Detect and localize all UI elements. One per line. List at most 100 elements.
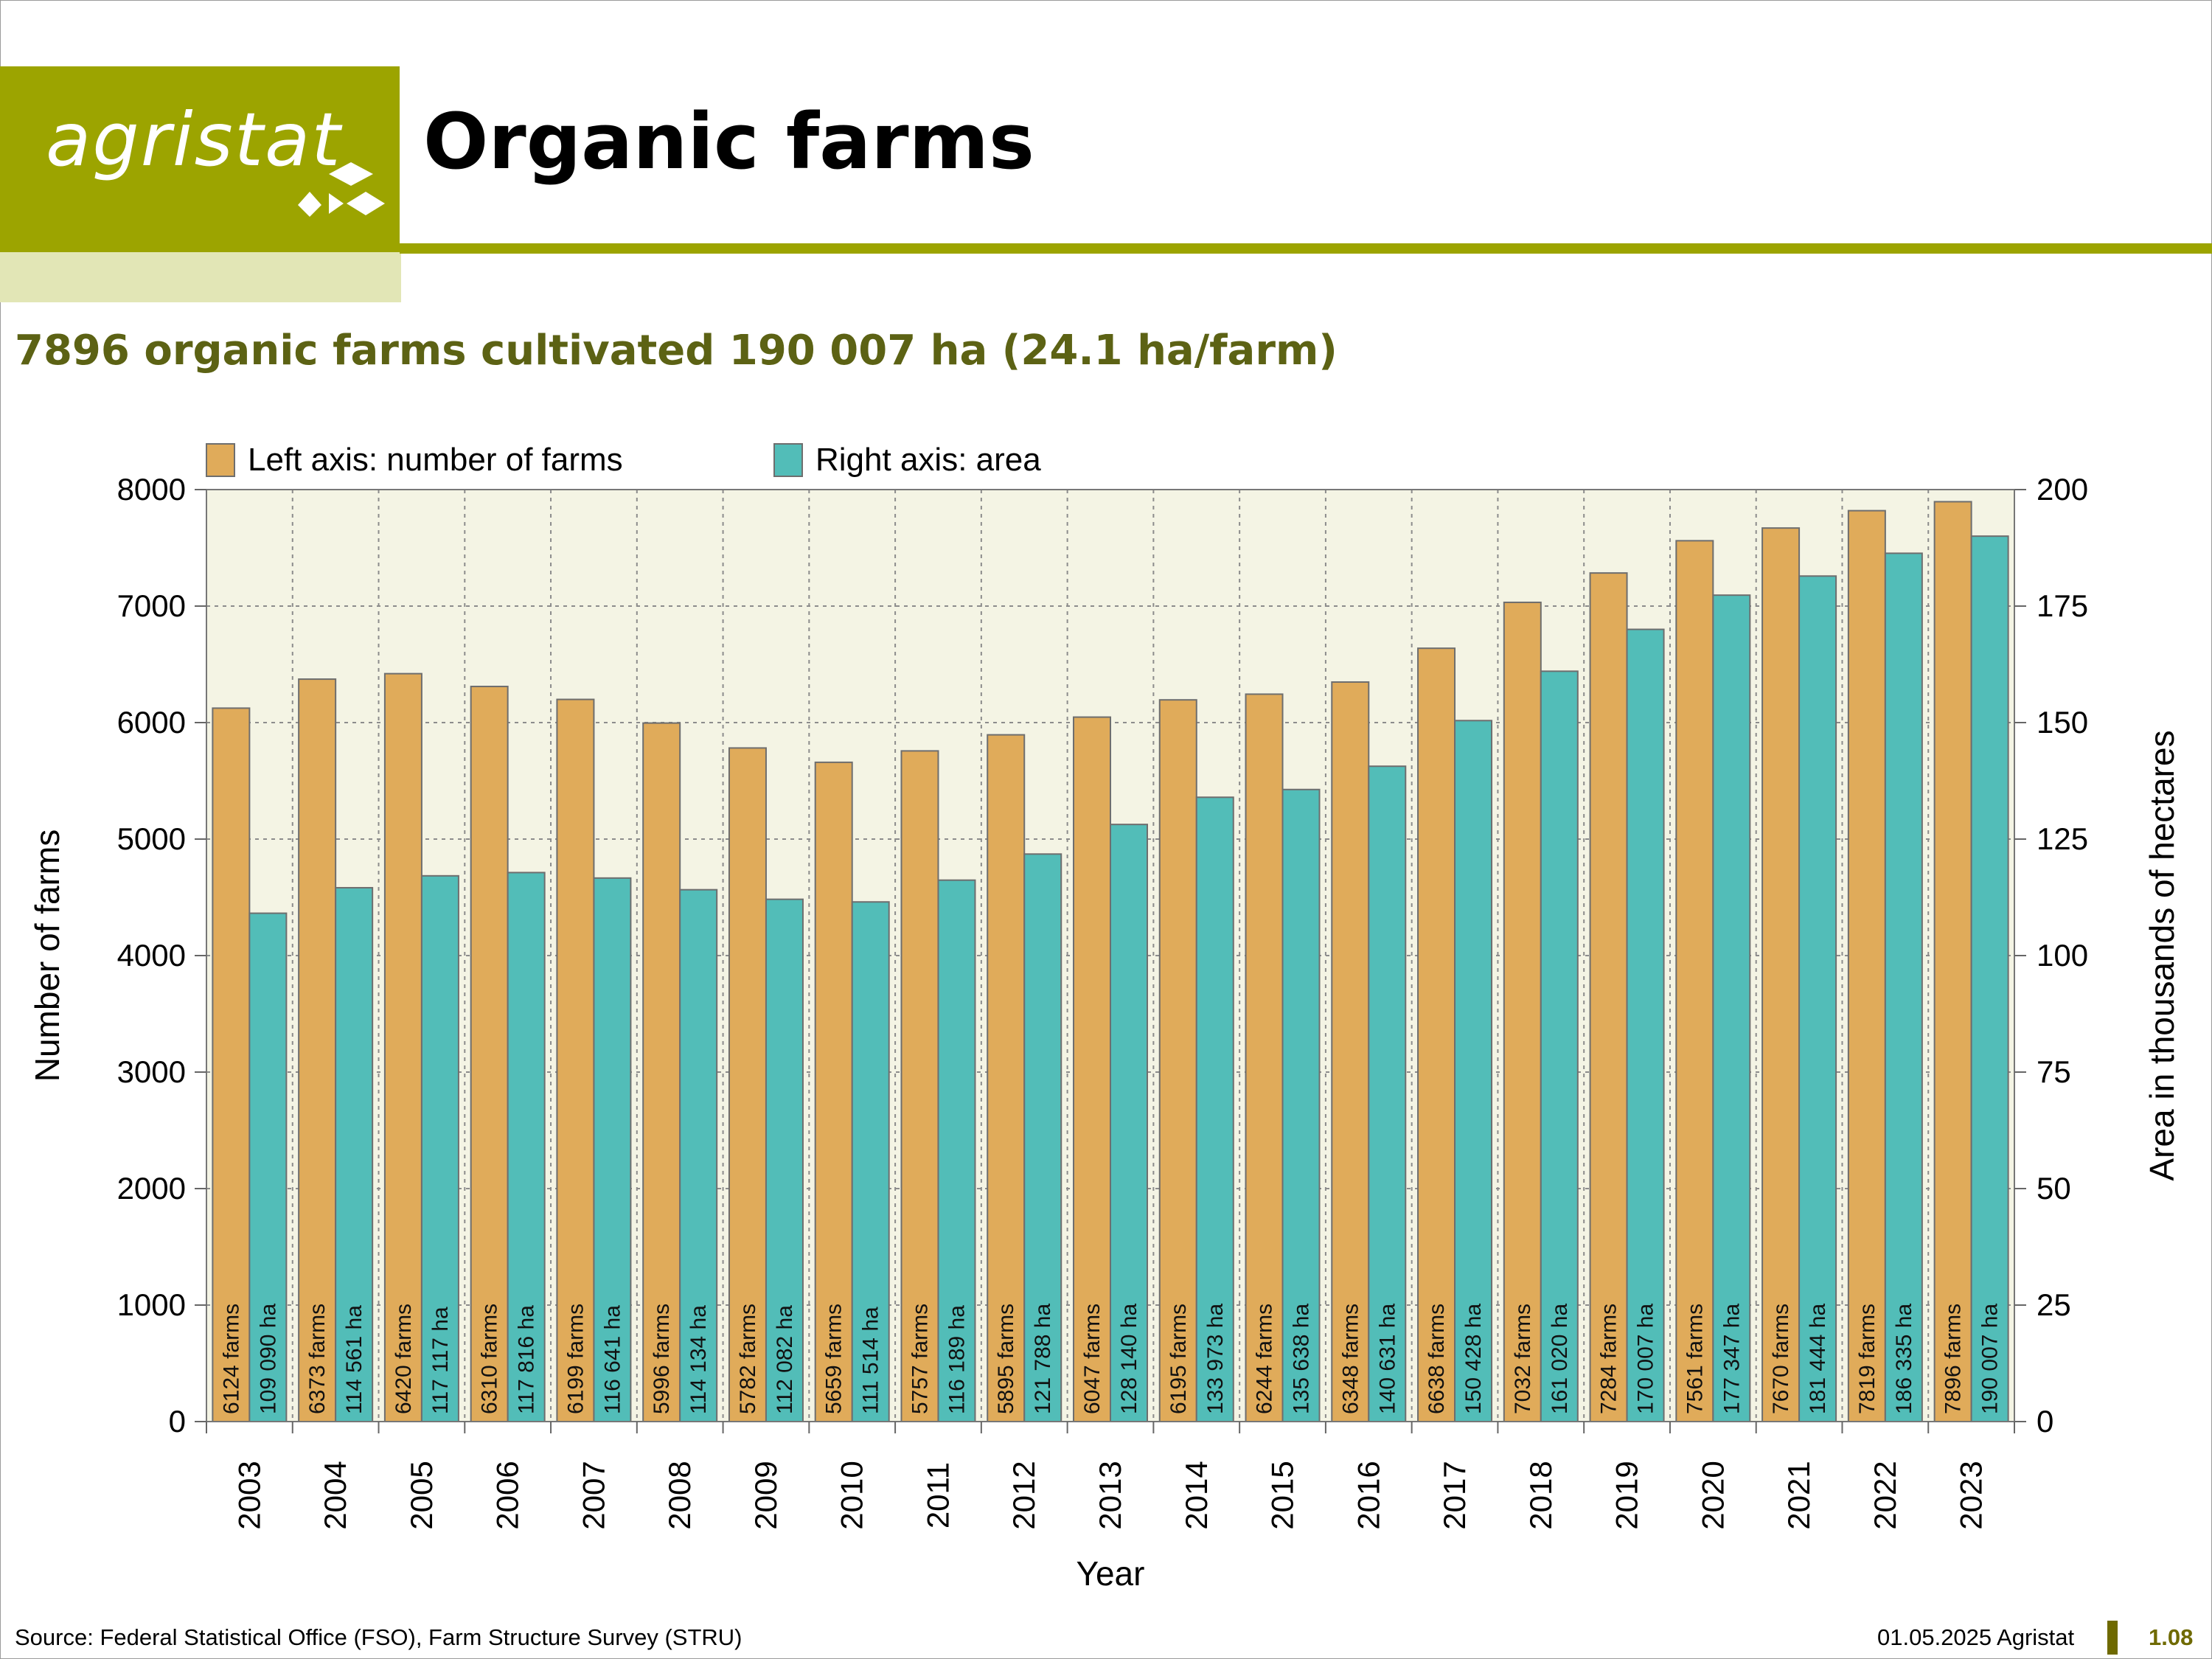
y-axis-label: Number of farms: [28, 830, 66, 1082]
bar-area-2016: [1368, 765, 1407, 1422]
legend-label: Right axis: area: [815, 442, 1041, 478]
data-label-farms-2022: 7819 farms: [1855, 1304, 1879, 1414]
data-label-farms-2012: 5895 farms: [994, 1304, 1018, 1414]
data-label-farms-2004: 6373 farms: [305, 1304, 330, 1414]
data-label-farms-2006: 6310 farms: [478, 1304, 502, 1414]
data-label-farms-2014: 6195 farms: [1166, 1304, 1191, 1414]
bar-farms-2011: [900, 750, 939, 1422]
data-label-farms-2019: 7284 farms: [1597, 1304, 1621, 1414]
bar-area-2009: [765, 898, 804, 1422]
data-label-area-2005: 117 117 ha: [428, 1307, 453, 1414]
data-label-area-2004: 114 561 ha: [342, 1305, 366, 1414]
bar-farms-2020: [1675, 540, 1714, 1422]
y-tick-label: 5000: [117, 821, 186, 856]
bar-area-2023: [1970, 535, 2009, 1422]
data-label-farms-2016: 6348 farms: [1338, 1304, 1363, 1414]
x-tick-label-2016: 2016: [1351, 1461, 1385, 1529]
data-label-area-2013: 128 140 ha: [1117, 1304, 1141, 1414]
data-label-farms-2021: 7670 farms: [1769, 1304, 1793, 1414]
legend-item-farms: Left axis: number of farms: [206, 442, 623, 478]
bars: [212, 501, 2009, 1423]
x-tick-label-2021: 2021: [1781, 1461, 1816, 1529]
x-tick-label-2005: 2005: [404, 1461, 439, 1529]
data-label-area-2011: 116 189 ha: [945, 1305, 969, 1414]
bar-area-2015: [1281, 788, 1321, 1422]
data-label-farms-2018: 7032 farms: [1511, 1304, 1535, 1414]
data-label-farms-2015: 6244 farms: [1253, 1304, 1277, 1414]
data-label-area-2016: 140 631 ha: [1375, 1304, 1399, 1414]
x-tick-label-2004: 2004: [318, 1461, 352, 1529]
data-label-area-2009: 112 082 ha: [773, 1305, 797, 1414]
legend-swatch: [773, 443, 803, 477]
data-label-area-2006: 117 816 ha: [515, 1305, 539, 1414]
data-label-area-2010: 111 514 ha: [859, 1307, 883, 1414]
bar-area-2006: [507, 872, 546, 1422]
data-labels: 6124 farms 109 090 ha 6373 farms 114 561 ha…: [219, 1304, 2002, 1414]
bar-area-2022: [1884, 552, 1923, 1422]
y-tick-label: 4000: [117, 938, 186, 973]
legend-label: Left axis: number of farms: [248, 442, 623, 478]
x-tick-label-2008: 2008: [662, 1461, 697, 1529]
y2-tick-label: 50: [2037, 1171, 2071, 1206]
y2-tick-label: 175: [2037, 588, 2088, 623]
y-tick-label: 8000: [117, 472, 186, 507]
x-axis-label: Year: [1077, 1554, 1145, 1593]
data-label-area-2012: 121 788 ha: [1031, 1304, 1055, 1414]
bar-farms-2012: [987, 734, 1026, 1422]
y2-tick-label: 0: [2037, 1404, 2053, 1439]
page-number: 1.08: [2149, 1624, 2194, 1650]
data-label-area-2022: 186 335 ha: [1892, 1304, 1916, 1414]
x-tick-label-2020: 2020: [1695, 1461, 1730, 1529]
y-tick-label: 2000: [117, 1171, 186, 1206]
y2-tick-label: 75: [2037, 1054, 2071, 1089]
data-label-area-2008: 114 134 ha: [686, 1305, 711, 1414]
x-tick-label-2014: 2014: [1179, 1461, 1214, 1529]
x-tick-label-2009: 2009: [748, 1461, 783, 1529]
data-label-area-2018: 161 020 ha: [1548, 1304, 1572, 1414]
y-tick-label: 3000: [117, 1054, 186, 1089]
chart-title: 7896 organic farms cultivated 190 007 ha…: [15, 327, 1338, 375]
data-label-farms-2003: 6124 farms: [219, 1304, 243, 1414]
bar-farms-2005: [383, 672, 422, 1422]
data-label-area-2020: 177 347 ha: [1719, 1304, 1744, 1414]
x-tick-label-2023: 2023: [1954, 1461, 1989, 1529]
data-label-area-2003: 109 090 ha: [256, 1304, 280, 1414]
y2-tick-label: 150: [2037, 705, 2088, 740]
x-tick-label-2006: 2006: [490, 1461, 525, 1529]
bar-farms-2007: [556, 698, 595, 1422]
data-label-farms-2017: 6638 farms: [1425, 1304, 1449, 1414]
bar-area-2011: [937, 879, 976, 1422]
y2-tick-label: 125: [2037, 821, 2088, 856]
bar-area-2019: [1626, 628, 1665, 1422]
page-title: Organic farms: [423, 97, 1034, 187]
data-label-farms-2007: 6199 farms: [563, 1304, 588, 1414]
data-label-area-2023: 190 007 ha: [1978, 1304, 2003, 1414]
logo-diamonds-icon: [298, 162, 385, 217]
bar-farms-2018: [1503, 601, 1542, 1422]
logo-panel: [0, 66, 400, 252]
bar-area-2003: [248, 912, 288, 1422]
x-tick-label-2007: 2007: [576, 1461, 611, 1529]
x-tick-label-2012: 2012: [1006, 1461, 1041, 1529]
data-label-area-2015: 135 638 ha: [1290, 1304, 1314, 1414]
bar-area-2013: [1110, 824, 1148, 1422]
bar-area-2004: [335, 886, 374, 1422]
bar-area-2010: [851, 901, 890, 1423]
data-label-area-2014: 133 973 ha: [1203, 1304, 1228, 1414]
legend: Left axis: number of farms Right axis: ar…: [206, 442, 1041, 478]
bar-area-2012: [1023, 853, 1062, 1422]
y-tick-label: 0: [169, 1404, 186, 1439]
data-label-area-2019: 170 007 ha: [1634, 1304, 1658, 1414]
y2-tick-label: 100: [2037, 938, 2088, 973]
data-label-area-2007: 116 641 ha: [600, 1305, 625, 1414]
x-tick-label-2015: 2015: [1265, 1461, 1300, 1529]
x-tick-label-2013: 2013: [1093, 1461, 1127, 1529]
bar-farms-2019: [1589, 572, 1628, 1422]
bar-farms-2014: [1158, 699, 1197, 1422]
bar-farms-2004: [298, 678, 337, 1422]
bar-area-2008: [679, 888, 718, 1422]
bar-farms-2016: [1331, 681, 1370, 1422]
y-tick-label: 6000: [117, 705, 186, 740]
data-label-area-2017: 150 428 ha: [1461, 1304, 1486, 1414]
data-label-farms-2010: 5659 farms: [822, 1304, 846, 1414]
